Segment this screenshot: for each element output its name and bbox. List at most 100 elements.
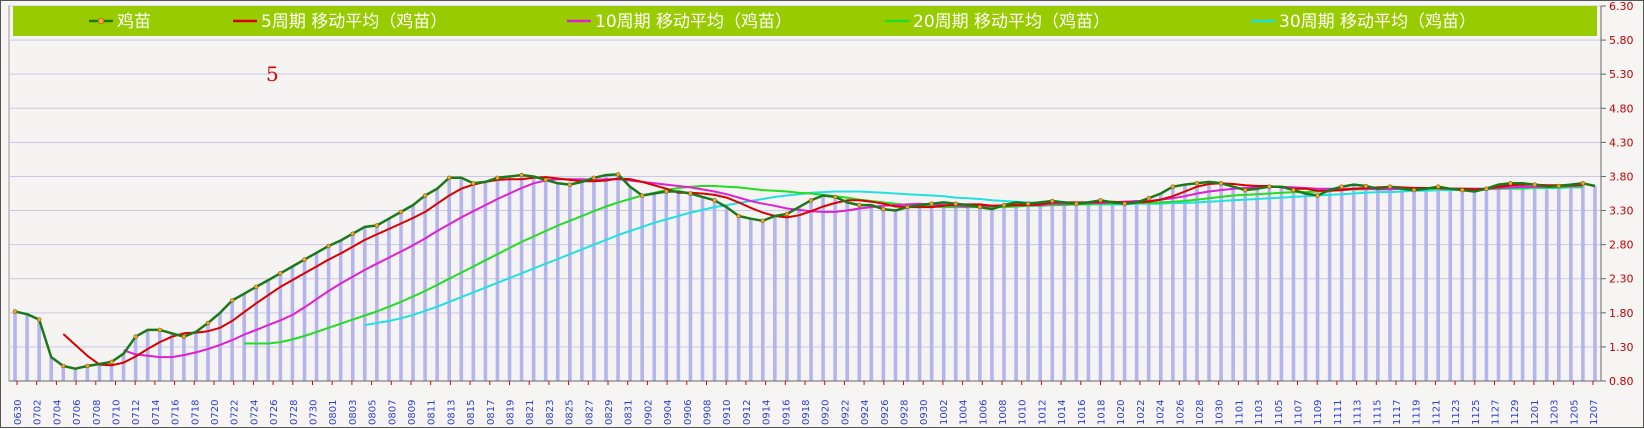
price-point — [1074, 201, 1079, 206]
price-point — [495, 175, 500, 181]
price-point — [302, 257, 307, 262]
x-tick-label: 0817 — [486, 400, 497, 425]
price-point — [639, 193, 645, 198]
x-tick-label: 0823 — [545, 400, 556, 425]
price-point — [374, 223, 380, 228]
price-point — [712, 198, 717, 203]
x-tick-label: 0722 — [230, 400, 241, 425]
x-tick-label: 0829 — [604, 400, 615, 425]
y-tick-label: 4.80 — [1609, 102, 1634, 115]
y-tick-label: 1.30 — [1609, 341, 1634, 354]
price-point — [977, 204, 983, 210]
x-tick-label: 0825 — [565, 400, 576, 425]
price-point — [567, 182, 573, 187]
x-tick-label: 0811 — [427, 400, 438, 425]
price-point — [1098, 198, 1103, 203]
price-point — [278, 271, 283, 276]
legend-marker — [97, 17, 105, 25]
series-line-2 — [123, 178, 1583, 359]
x-tick-label: 0916 — [781, 400, 792, 425]
price-point — [205, 320, 211, 326]
x-tick-label: 0813 — [446, 400, 457, 425]
x-tick-label: 0704 — [52, 400, 63, 425]
x-tick-label: 0809 — [407, 400, 418, 425]
x-tick-label: 1119 — [1412, 400, 1423, 425]
x-tick-label: 1201 — [1530, 400, 1541, 425]
price-point — [181, 334, 187, 339]
x-tick-label: 0702 — [33, 400, 44, 425]
x-tick-label: 0912 — [742, 400, 753, 425]
x-tick-label: 0714 — [151, 400, 162, 425]
x-tick-label: 1004 — [959, 400, 970, 425]
x-tick-label: 1010 — [1018, 400, 1029, 425]
price-point — [881, 206, 886, 212]
x-tick-label: 0904 — [663, 400, 674, 425]
price-point — [591, 175, 597, 181]
series-line-4 — [364, 186, 1583, 327]
price-point — [1194, 181, 1200, 186]
legend-label: 30周期 移动平均（鸡苗） — [1279, 12, 1476, 32]
x-tick-label: 0706 — [72, 400, 83, 425]
price-point — [1122, 201, 1127, 206]
x-tick-label: 1012 — [1037, 400, 1048, 425]
x-tick-label: 1030 — [1215, 400, 1226, 425]
price-point — [1339, 184, 1344, 189]
legend-label: 鸡苗 — [117, 12, 151, 32]
price-point — [133, 334, 138, 339]
price-point — [36, 317, 42, 322]
price-point — [615, 172, 621, 177]
x-tick-label: 0720 — [210, 400, 221, 425]
x-tick-label: 0908 — [703, 400, 714, 425]
legend-background — [13, 6, 1597, 36]
x-tick-label: 1016 — [1077, 400, 1088, 425]
price-point — [1411, 187, 1417, 193]
x-tick-label: 1109 — [1313, 400, 1324, 425]
price-point — [471, 181, 476, 186]
x-tick-label: 1207 — [1589, 400, 1600, 425]
price-point — [953, 201, 959, 206]
price-point — [1508, 181, 1513, 186]
y-tick-label: 1.80 — [1609, 307, 1634, 320]
price-point — [519, 172, 524, 178]
price-point — [422, 193, 428, 198]
x-tick-label: 1129 — [1510, 400, 1521, 425]
x-tick-label: 0710 — [112, 400, 123, 425]
price-point — [12, 309, 18, 314]
x-tick-label: 0724 — [249, 400, 260, 425]
price-point — [1363, 183, 1369, 189]
x-tick-label: 1205 — [1569, 400, 1580, 425]
x-tick-label: 0920 — [821, 400, 832, 425]
series-lines — [14, 173, 1596, 370]
x-tick-label: 0819 — [506, 400, 517, 425]
price-point — [857, 202, 862, 208]
x-tick-label: 1111 — [1333, 400, 1344, 425]
price-point — [1170, 184, 1176, 189]
x-tick-label: 1113 — [1353, 400, 1364, 425]
x-tick-label: 0630 — [13, 400, 24, 425]
price-point — [1267, 184, 1272, 189]
x-tick-label: 0928 — [900, 400, 911, 425]
y-tick-label: 2.30 — [1609, 273, 1634, 286]
price-point — [688, 191, 693, 196]
x-tick-label: 1127 — [1491, 400, 1502, 425]
x-tick-label: 0906 — [683, 400, 694, 425]
price-point — [905, 204, 910, 210]
price-point — [1218, 181, 1224, 186]
x-tick-label: 0930 — [919, 400, 930, 425]
price-point — [664, 189, 669, 194]
x-tick-label: 0712 — [131, 400, 142, 425]
legend-label: 5周期 移动平均（鸡苗） — [261, 12, 447, 32]
price-point — [1387, 184, 1393, 189]
price-point — [350, 231, 355, 236]
x-tick-label: 0807 — [387, 400, 398, 425]
price-point — [1460, 187, 1465, 193]
x-tick-label: 0902 — [643, 400, 654, 425]
x-tick-label: 1006 — [978, 400, 989, 425]
y-tick-label: 3.30 — [1609, 205, 1634, 218]
x-tick-label: 1014 — [1057, 400, 1068, 425]
x-tick-label: 0726 — [269, 400, 280, 425]
x-tick-label: 0730 — [309, 400, 320, 425]
x-tick-label: 0918 — [801, 400, 812, 425]
x-tick-label: 0914 — [762, 400, 773, 425]
